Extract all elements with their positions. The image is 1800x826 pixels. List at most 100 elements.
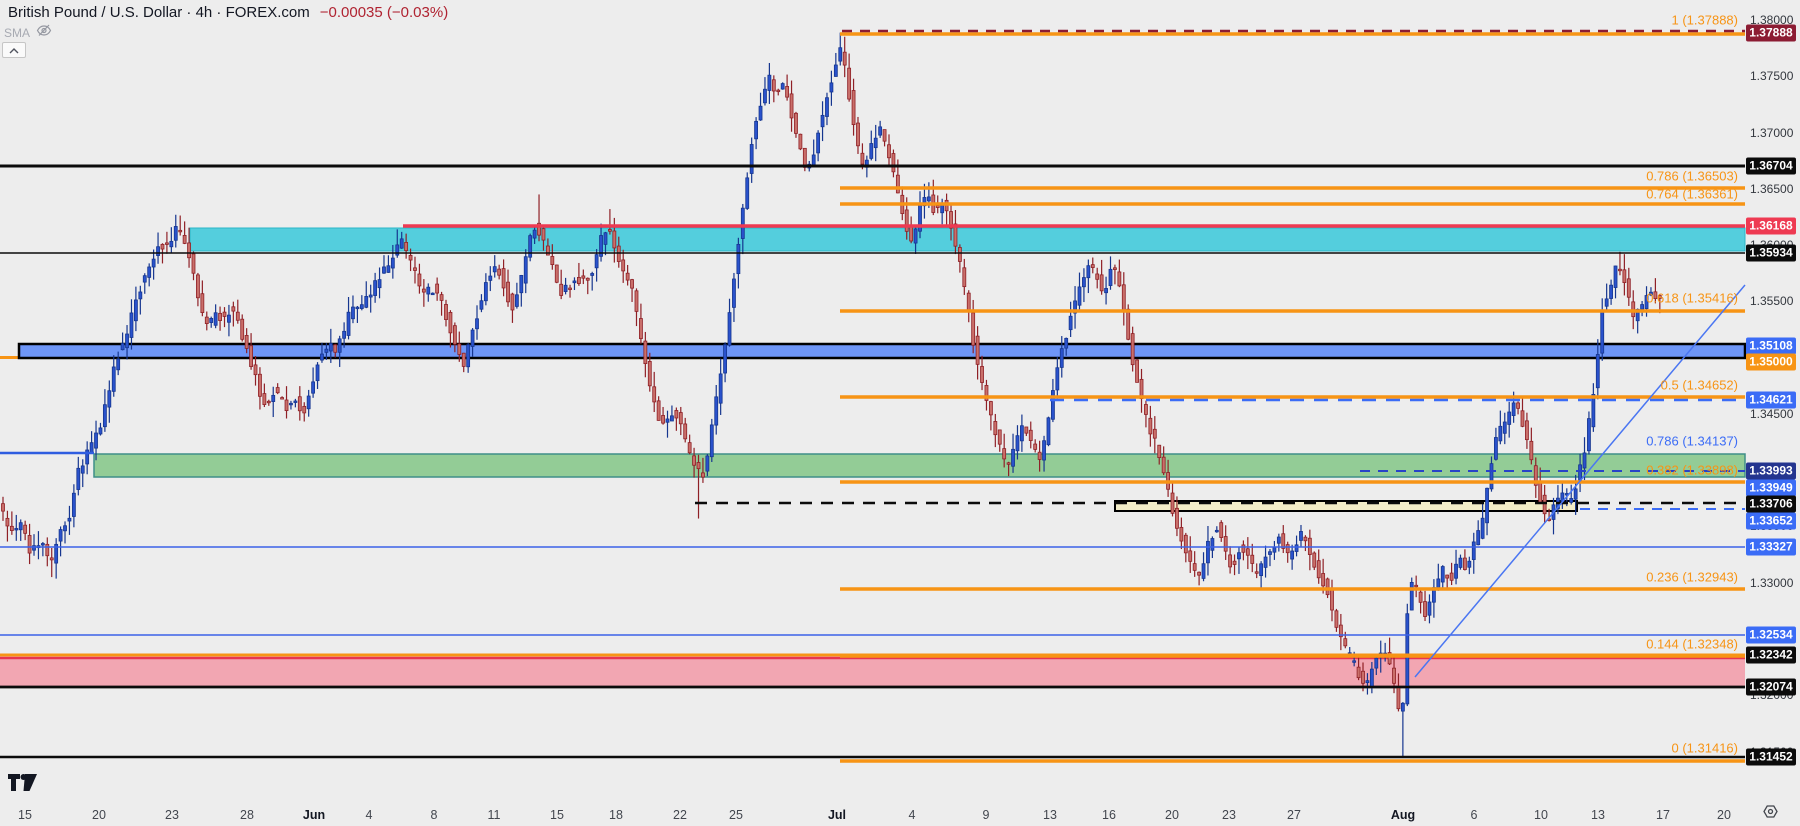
candle-down — [1, 503, 5, 512]
candle-up — [1476, 530, 1481, 546]
candle-up — [399, 238, 404, 249]
candle-down — [630, 279, 634, 289]
candle-down — [1228, 554, 1233, 568]
trendline[interactable] — [1414, 284, 1746, 678]
candle-up — [1259, 563, 1264, 577]
time-axis-tick: 16 — [1102, 808, 1116, 822]
candle-up — [173, 226, 178, 241]
pink-demand-zone[interactable] — [0, 658, 1745, 687]
candle-down — [1520, 410, 1525, 427]
symbol-header[interactable]: British Pound / U.S. Dollar · 4h · FOREX… — [8, 4, 448, 21]
candle-down — [1033, 443, 1038, 450]
candle-up — [1268, 551, 1272, 555]
candle-down — [196, 274, 200, 299]
candle-down — [1316, 560, 1321, 579]
candle-down — [909, 225, 914, 242]
rectangle-drawing[interactable] — [1114, 500, 1578, 512]
candle-down — [1533, 465, 1538, 486]
candle-down — [413, 267, 417, 271]
candle-up — [590, 273, 595, 276]
candle-up — [869, 143, 874, 159]
candle-down — [191, 253, 196, 274]
candle-down — [661, 415, 665, 424]
candle-up — [328, 342, 333, 352]
candle-up — [749, 144, 754, 174]
price-axis-tick: 1.38000 — [1750, 13, 1794, 27]
candle-down — [1241, 544, 1246, 553]
candle-down — [333, 344, 338, 353]
candle-down — [240, 318, 245, 340]
candle-up — [723, 344, 727, 374]
candle-up — [1644, 295, 1649, 310]
candle-up — [1352, 660, 1357, 663]
candle-down — [1449, 572, 1454, 581]
candle-down — [275, 387, 280, 394]
time-axis-tick: 10 — [1534, 808, 1548, 822]
candle-up — [488, 275, 493, 281]
time-axis-tick: 28 — [240, 808, 254, 822]
candle-down — [178, 229, 183, 233]
candle-down — [687, 442, 692, 454]
candle-down — [1387, 652, 1392, 665]
candle-down — [218, 312, 222, 321]
candle-up — [373, 280, 378, 296]
candle-down — [1303, 536, 1308, 542]
indicator-name: SMA — [4, 26, 31, 40]
candle-up — [1011, 448, 1015, 467]
price-axis[interactable]: 1.380001.375001.370001.365001.360001.355… — [1744, 0, 1800, 770]
candle-down — [1175, 507, 1179, 529]
candle-down — [457, 343, 462, 355]
time-axis[interactable]: 15 20 23 28 Jun 4 8 11 15 18 22 25 Jul 4 9 13 16 20 23 27 Au… — [0, 770, 1800, 826]
price-label: 1.34621 — [1746, 391, 1796, 409]
candle-down — [652, 386, 657, 403]
candle-up — [382, 266, 386, 274]
candle-down — [1423, 601, 1427, 617]
indicator-legend[interactable]: SMA — [4, 24, 52, 42]
time-axis-tick: 9 — [982, 808, 990, 822]
candle-down — [957, 247, 962, 262]
candle-up — [1082, 277, 1086, 288]
chevron-up-icon — [9, 41, 19, 59]
candle-down — [1325, 578, 1330, 596]
candle-up — [599, 235, 603, 257]
candle-down — [266, 400, 271, 404]
candle-down — [656, 400, 661, 421]
candle-up — [147, 266, 152, 278]
green-demand-zone[interactable] — [93, 453, 1746, 478]
candle-up — [364, 296, 369, 308]
candle-down — [1028, 429, 1033, 441]
blue-support-zone[interactable] — [17, 342, 1747, 360]
eye-slash-icon[interactable] — [36, 24, 52, 42]
legend-collapse-button[interactable] — [2, 42, 26, 58]
candle-down — [231, 306, 236, 312]
candle-down — [244, 335, 249, 349]
candle-down — [1542, 494, 1547, 515]
candle-down — [1254, 571, 1259, 574]
axis-settings-button[interactable] — [1763, 804, 1778, 824]
time-axis-tick: 17 — [1656, 808, 1670, 822]
price-label: 1.36168 — [1746, 217, 1796, 235]
candle-up — [1649, 291, 1653, 296]
time-axis-tick: 11 — [487, 808, 501, 822]
fib-label: 0.144 (1.32348) — [1646, 636, 1738, 652]
candle-down — [160, 243, 165, 250]
tradingview-logo[interactable] — [8, 774, 38, 798]
candle-up — [169, 240, 174, 248]
candle-up — [670, 415, 674, 422]
candle-up — [1276, 536, 1281, 544]
candle-up — [523, 256, 528, 284]
candle-up — [470, 329, 475, 347]
candle-up — [1055, 367, 1060, 391]
time-axis-tick: 6 — [1470, 808, 1478, 822]
candle-up — [85, 449, 90, 465]
candle-up — [740, 207, 745, 239]
price-label: 1.37888 — [1746, 24, 1796, 42]
candle-down — [678, 412, 683, 425]
cyan-supply-zone[interactable] — [189, 227, 1746, 252]
candle-up — [111, 366, 116, 392]
price-label: 1.36704 — [1746, 157, 1796, 175]
candle-up — [1511, 402, 1516, 416]
candle-up — [71, 492, 76, 517]
candle-down — [851, 90, 856, 126]
